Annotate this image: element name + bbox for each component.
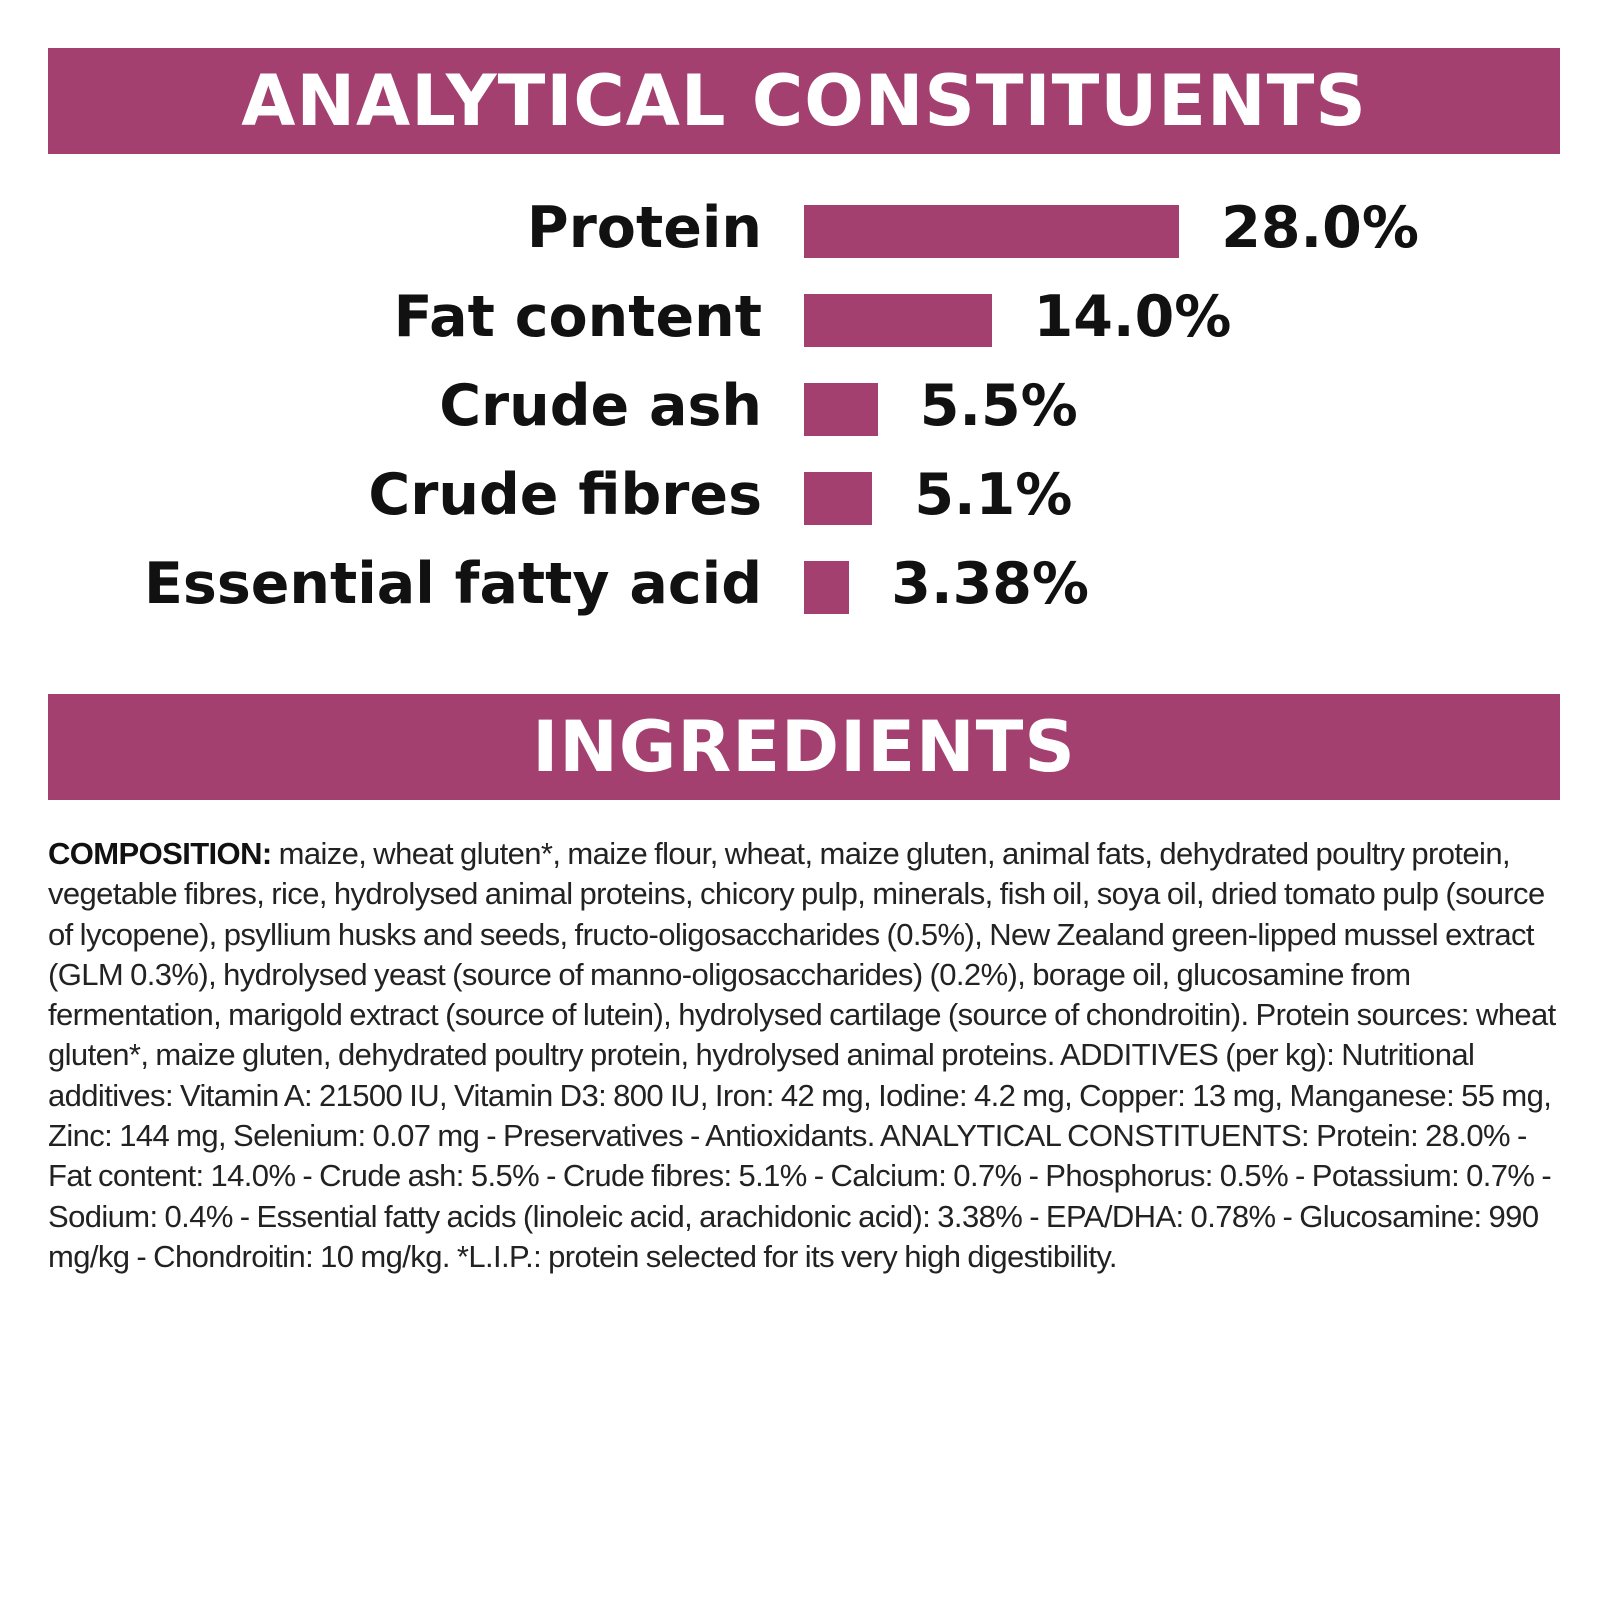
constituents-bar-chart: Protein 28.0% Fat content 14.0% Crude ash 5.5… <box>0 190 1600 640</box>
bar-value-label: 3.38% <box>891 551 1090 617</box>
analytical-constituents-banner: ANALYTICAL CONSTITUENTS <box>48 48 1560 154</box>
bar-category-label: Fat content <box>393 284 762 350</box>
chart-row: Fat content 14.0% <box>0 279 1600 355</box>
composition-body: maize, wheat gluten*, maize flour, wheat… <box>48 836 1556 1274</box>
bar <box>804 472 873 525</box>
chart-row: Essential fatty acid 3.38% <box>0 546 1600 622</box>
bar-value-label: 5.1% <box>914 462 1073 528</box>
bar <box>804 561 850 614</box>
composition-label: COMPOSITION: <box>48 836 272 871</box>
bar-category-label: Crude ash <box>439 373 762 439</box>
bar-category-label: Protein <box>526 195 762 261</box>
bar <box>804 294 992 347</box>
ingredients-banner: INGREDIENTS <box>48 694 1560 800</box>
bar-category-label: Crude fibres <box>368 462 762 528</box>
analytical-constituents-title: ANALYTICAL CONSTITUENTS <box>241 60 1367 142</box>
bar-value-label: 28.0% <box>1221 195 1419 261</box>
ingredients-title: INGREDIENTS <box>532 706 1076 788</box>
chart-row: Crude fibres 5.1% <box>0 457 1600 533</box>
bar <box>804 383 878 436</box>
chart-row: Crude ash 5.5% <box>0 368 1600 444</box>
bar-value-label: 14.0% <box>1033 284 1232 350</box>
chart-row: Protein 28.0% <box>0 190 1600 266</box>
bar-category-label: Essential fatty acid <box>143 551 762 617</box>
bar <box>804 205 1180 258</box>
bar-value-label: 5.5% <box>919 373 1078 439</box>
composition-text: COMPOSITION: maize, wheat gluten*, maize… <box>48 834 1563 1277</box>
